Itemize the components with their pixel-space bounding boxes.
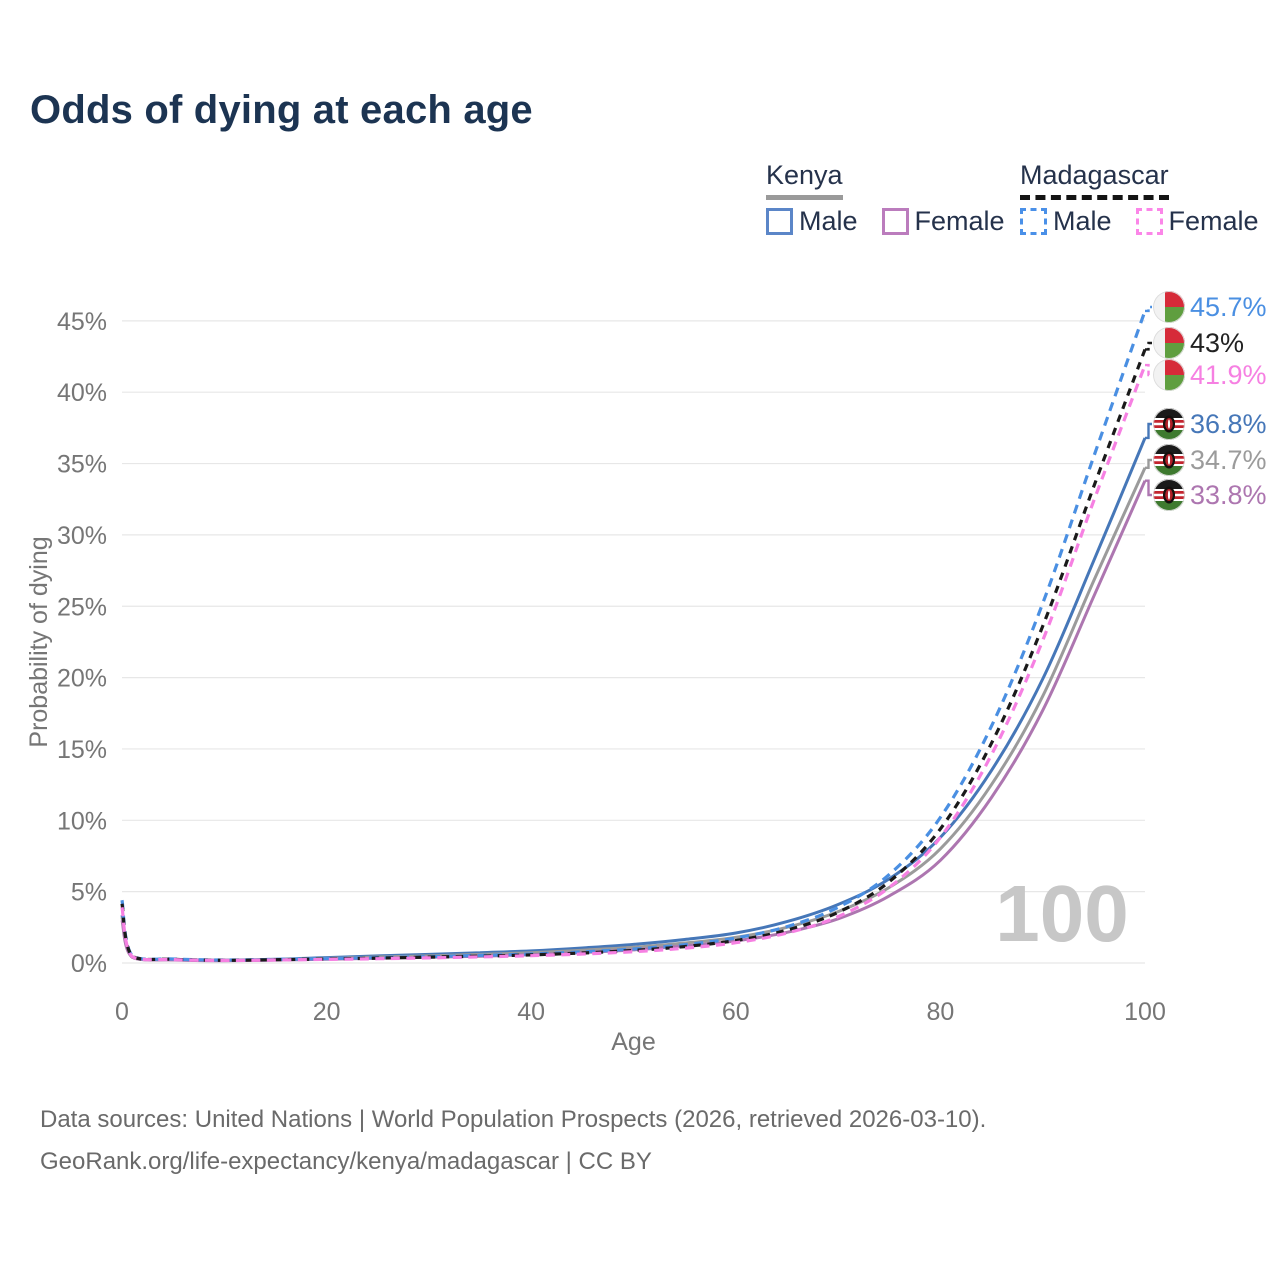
legend-country-kenya[interactable]: Kenya bbox=[766, 160, 843, 200]
legend-country-madagascar[interactable]: Madagascar bbox=[1020, 160, 1169, 200]
series-line-madagascar bbox=[120, 348, 1147, 962]
x-tick-label: 80 bbox=[926, 998, 954, 1026]
madagascar-female-swatch-icon[interactable] bbox=[1135, 208, 1163, 235]
madagascar-male-swatch-icon[interactable] bbox=[1020, 208, 1047, 235]
y-axis-title: Probability of dying bbox=[25, 536, 53, 747]
end-label-madagascar-female: 41.9% bbox=[1190, 360, 1267, 390]
legend-group-kenya: Kenya Male Female bbox=[766, 160, 1029, 237]
legend-label-madagascar-female: Female bbox=[1168, 206, 1259, 236]
x-axis-title: Age bbox=[611, 1028, 655, 1056]
madagascar-flag-icon bbox=[1153, 359, 1185, 391]
x-tick-label: 60 bbox=[722, 998, 750, 1026]
legend-group-madagascar: Madagascar Male Female bbox=[1020, 160, 1280, 237]
end-label-madagascar: 43% bbox=[1190, 328, 1244, 358]
end-label-connector bbox=[1145, 479, 1152, 497]
x-tick-label: 0 bbox=[115, 998, 129, 1026]
end-label-connector bbox=[1145, 363, 1152, 377]
y-tick-label: 0% bbox=[71, 950, 107, 978]
series-line-kenya-male bbox=[120, 437, 1147, 962]
madagascar-flag-icon bbox=[1153, 327, 1185, 359]
page-title: Odds of dying at each age bbox=[30, 88, 533, 132]
x-tick-label: 20 bbox=[313, 998, 341, 1026]
kenya-male-swatch-icon[interactable] bbox=[766, 208, 793, 235]
end-label-connector bbox=[1145, 305, 1152, 313]
end-label-kenya-female: 33.8% bbox=[1190, 480, 1267, 510]
kenya-flag-icon bbox=[1153, 479, 1185, 511]
y-tick-label: 35% bbox=[57, 451, 107, 479]
y-tick-label: 5% bbox=[71, 879, 107, 907]
x-tick-label: 40 bbox=[517, 998, 545, 1026]
end-label-connector bbox=[1145, 422, 1152, 440]
y-tick-label: 40% bbox=[57, 379, 107, 407]
footer-sources: Data sources: United Nations | World Pop… bbox=[40, 1106, 987, 1133]
y-tick-label: 30% bbox=[57, 522, 107, 550]
legend-item-kenya-female[interactable]: Female bbox=[881, 206, 1005, 237]
series-line-madagascar-female bbox=[120, 364, 1147, 963]
series-line-kenya bbox=[120, 467, 1147, 962]
kenya-female-swatch-icon[interactable] bbox=[881, 208, 909, 235]
kenya-flag-icon bbox=[1153, 444, 1185, 476]
end-label-kenya-male: 36.8% bbox=[1190, 409, 1267, 439]
y-tick-label: 10% bbox=[57, 807, 107, 835]
legend: Kenya Male Female Madagascar Male bbox=[0, 160, 1280, 250]
y-tick-label: 25% bbox=[57, 593, 107, 621]
series-line-kenya-female bbox=[120, 480, 1147, 963]
legend-label-madagascar-male: Male bbox=[1053, 206, 1112, 236]
legend-label-kenya-male: Male bbox=[799, 206, 858, 236]
y-tick-label: 45% bbox=[57, 308, 107, 336]
end-label-connector bbox=[1145, 458, 1152, 469]
y-tick-label: 15% bbox=[57, 736, 107, 764]
legend-item-madagascar-female[interactable]: Female bbox=[1135, 206, 1259, 237]
x-tick-label: 100 bbox=[1124, 998, 1166, 1026]
legend-item-kenya-male[interactable]: Male bbox=[766, 206, 858, 237]
end-label-madagascar-male: 45.7% bbox=[1190, 292, 1267, 322]
age-watermark: 100 bbox=[995, 869, 1128, 958]
footer-attribution: GeoRank.org/life-expectancy/kenya/madaga… bbox=[40, 1148, 652, 1175]
legend-label-kenya-female: Female bbox=[914, 206, 1005, 236]
kenya-flag-icon bbox=[1153, 408, 1185, 440]
end-label-connector bbox=[1145, 341, 1152, 351]
end-label-kenya: 34.7% bbox=[1190, 445, 1267, 475]
series-line-madagascar-male bbox=[120, 310, 1147, 962]
madagascar-flag-icon bbox=[1153, 291, 1185, 323]
y-tick-label: 20% bbox=[57, 665, 107, 693]
legend-item-madagascar-male[interactable]: Male bbox=[1020, 206, 1112, 237]
